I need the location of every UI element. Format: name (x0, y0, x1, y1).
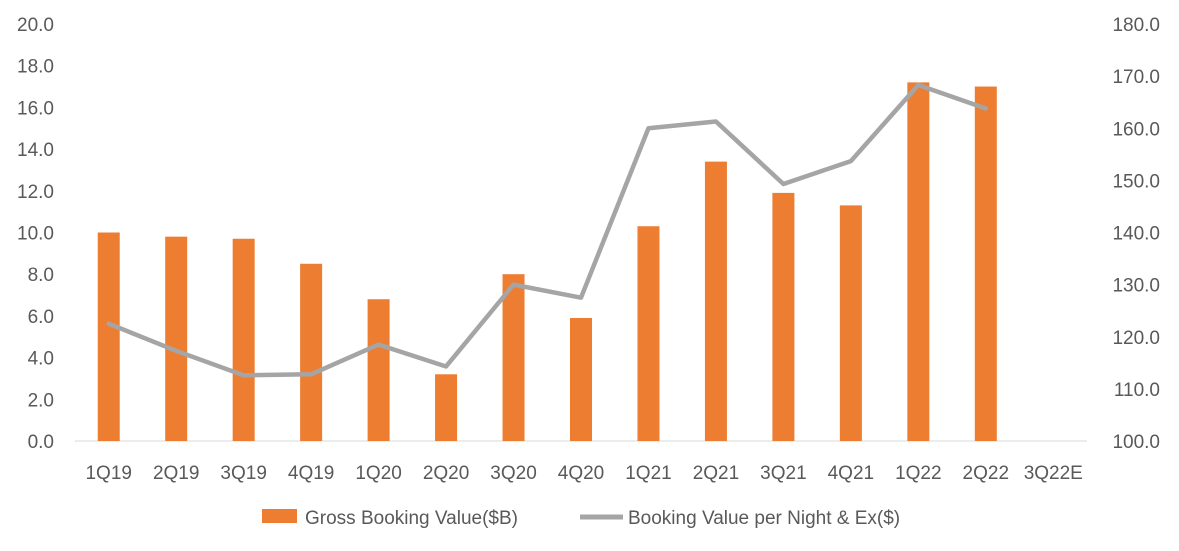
y-right-tick-label: 140.0 (1112, 224, 1160, 245)
x-tick-label: 2Q19 (153, 463, 199, 484)
y-left-tick-label: 2.0 (28, 390, 54, 411)
y-right-tick-label: 120.0 (1112, 328, 1160, 349)
x-tick-label: 2Q22 (963, 463, 1009, 484)
y-left-tick-label: 4.0 (28, 349, 54, 370)
y-right-tick-label: 160.0 (1112, 119, 1160, 140)
bar (570, 317, 592, 441)
x-tick-label: 2Q20 (423, 463, 469, 484)
x-tick-label: 1Q20 (355, 463, 401, 484)
x-tick-label: 3Q22E (1024, 463, 1083, 484)
x-tick-label: 3Q19 (220, 463, 266, 484)
bar (367, 299, 390, 441)
y-right-axis: 100.0 110.0 120.0 130.0 140.0 150.0 160.0 170.0… (1112, 15, 1160, 453)
x-tick-label: 1Q21 (625, 463, 671, 484)
y-left-tick-label: 14.0 (17, 140, 54, 161)
bar (502, 274, 525, 441)
x-tick-label: 3Q20 (490, 463, 536, 484)
y-right-tick-label: 130.0 (1112, 276, 1160, 297)
y-left-tick-label: 0.0 (28, 432, 54, 453)
legend: Gross Booking Value($B) Booking Value pe… (262, 508, 900, 529)
x-axis: 1Q19 2Q19 3Q19 4Q19 1Q20 2Q20 3Q20 4Q20 1Q21 2Q21… (85, 463, 1082, 484)
legend-label-gross-booking-value: Gross Booking Value($B) (305, 508, 518, 529)
x-tick-label: 4Q20 (558, 463, 604, 484)
x-tick-label: 1Q22 (895, 463, 941, 484)
y-left-tick-label: 16.0 (17, 98, 54, 119)
bar (300, 263, 323, 441)
bar (907, 82, 930, 441)
legend-label-booking-value-per-night: Booking Value per Night & Ex($) (628, 508, 900, 529)
bar (974, 86, 997, 442)
legend-swatch-gross-booking-value (262, 509, 297, 523)
x-tick-label: 2Q21 (693, 463, 739, 484)
bar (232, 238, 255, 441)
y-left-axis: 0.0 2.0 4.0 6.0 8.0 10.0 12.0 14.0 16.0 18.0 20.0 (17, 15, 54, 453)
bar (165, 236, 188, 441)
y-right-tick-label: 150.0 (1112, 171, 1160, 192)
series-line (106, 82, 989, 378)
x-tick-label: 4Q21 (828, 463, 874, 484)
bar-series (97, 82, 997, 442)
y-left-tick-label: 18.0 (17, 57, 54, 78)
y-left-tick-label: 20.0 (17, 15, 54, 36)
bar (839, 205, 862, 441)
bar (637, 226, 660, 441)
bar (435, 374, 458, 441)
bar (704, 161, 727, 442)
y-right-tick-label: 110.0 (1114, 380, 1160, 401)
y-right-tick-label: 100.0 (1112, 432, 1160, 453)
bar (97, 232, 120, 441)
y-left-tick-label: 6.0 (28, 307, 54, 328)
y-left-tick-label: 8.0 (28, 265, 54, 286)
y-right-tick-label: 180.0 (1112, 15, 1160, 36)
y-left-tick-label: 10.0 (17, 224, 54, 245)
x-tick-label: 3Q21 (760, 463, 806, 484)
y-right-tick-label: 170.0 (1112, 67, 1160, 88)
bar (772, 192, 795, 441)
x-tick-label: 1Q19 (85, 463, 131, 484)
y-left-tick-label: 12.0 (17, 182, 54, 203)
line-series (106, 82, 989, 378)
x-tick-label: 4Q19 (288, 463, 334, 484)
